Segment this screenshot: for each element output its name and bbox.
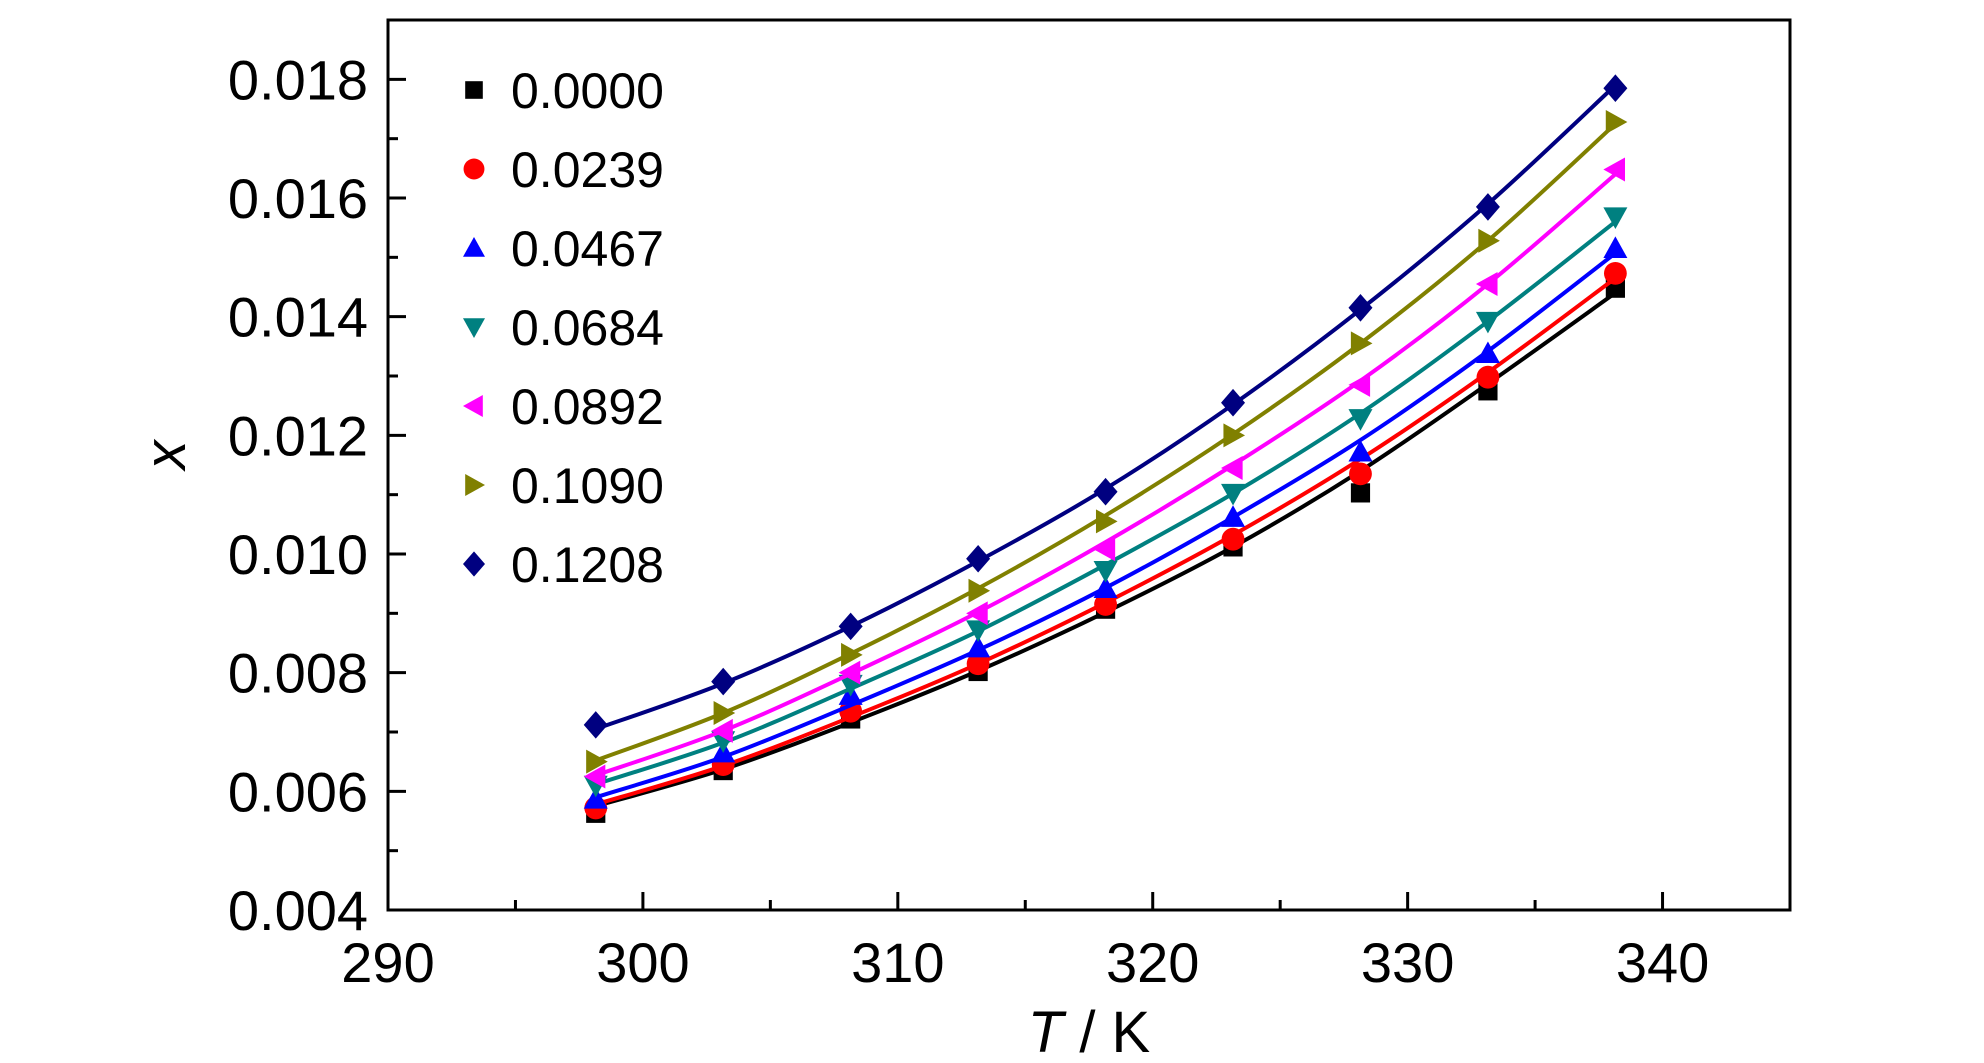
x-tick-label: 330 [1361,931,1454,994]
x-axis-title: T / K [1028,1000,1151,1063]
data-point [1351,483,1370,502]
legend-marker [465,81,483,99]
data-point [1477,366,1500,389]
legend-label: 0.0000 [511,63,664,119]
y-tick-label: 0.004 [228,879,368,942]
y-tick-label: 0.010 [228,523,368,586]
x-tick-label: 310 [851,931,944,994]
legend-label: 0.0892 [511,379,664,435]
y-tick-label: 0.014 [228,286,368,349]
legend-label: 0.0239 [511,142,664,198]
chart: 290 300 310 320 330 340 0.0040.0060.0080.0100… [0,0,1984,1063]
data-point [1222,528,1245,551]
y-tick-label: 0.016 [228,167,368,230]
y-tick-label: 0.018 [228,48,368,111]
legend-label: 0.1090 [511,458,664,514]
legend-marker [464,159,485,180]
x-axis-title-variable: T [1028,1000,1067,1063]
data-point [1349,463,1372,486]
data-point [1604,262,1627,285]
y-axis-title: x [133,439,198,473]
x-tick-label: 300 [596,931,689,994]
legend-label: 0.0467 [511,221,664,277]
x-tick-label: 340 [1616,931,1709,994]
y-tick-label: 0.012 [228,404,368,467]
x-axis-title-unit: / K [1063,1000,1150,1063]
legend-label: 0.0684 [511,300,664,356]
legend-label: 0.1208 [511,537,664,593]
x-tick-label: 320 [1106,931,1199,994]
y-tick-label: 0.008 [228,642,368,705]
y-tick-label: 0.006 [228,760,368,823]
